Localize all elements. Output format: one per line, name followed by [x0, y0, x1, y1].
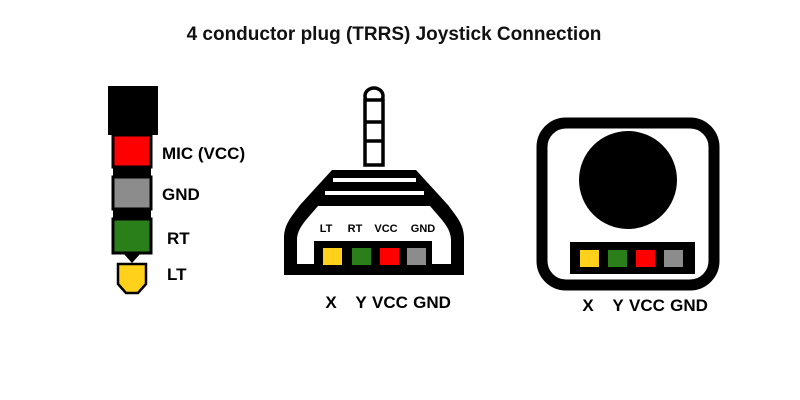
jack-pin-gnd [407, 248, 426, 265]
jack-label-lt: LT [320, 223, 333, 235]
joystick-pin-x [580, 250, 599, 267]
plug-tip-lt [116, 262, 148, 295]
joystick-bottom-label-gnd: GND [670, 296, 708, 315]
joystick-bottom-label-y: Y [612, 296, 624, 315]
plug-label-rt: RT [167, 229, 190, 248]
jack-bottom-label-gnd: GND [413, 293, 451, 312]
joystick-pin-gnd [664, 250, 683, 267]
trrs-jack [284, 86, 464, 275]
jack-bottom-label-x: X [325, 293, 337, 312]
joystick-pin-y [608, 250, 627, 267]
joystick-module [536, 117, 720, 291]
plug-band-mic [111, 133, 153, 169]
trrs-plug [108, 86, 158, 295]
jack-label-vcc: VCC [374, 223, 397, 235]
plug-label-mic: MIC (VCC) [162, 144, 245, 163]
jack-label-gnd: GND [411, 223, 436, 235]
jack-bottom-label-vcc: VCC [372, 293, 408, 312]
jack-pin-vcc [380, 248, 399, 265]
plug-sleeve-handle [108, 86, 158, 135]
plug-label-gnd: GND [162, 185, 200, 204]
joystick-pin-vcc [636, 250, 655, 267]
plug-band-rt [111, 217, 153, 255]
joystick-bottom-label-x: X [582, 296, 594, 315]
plug-band-gnd [111, 175, 153, 211]
jack-pin-body [363, 98, 385, 167]
jack-bottom-label-y: Y [355, 293, 367, 312]
joystick-knob [579, 131, 677, 229]
diagram-title: 4 conductor plug (TRRS) Joystick Connect… [187, 24, 602, 45]
joystick-bottom-label-vcc: VCC [629, 296, 665, 315]
jack-pin-lt [323, 248, 342, 265]
plug-label-lt: LT [167, 265, 187, 284]
jack-pin-rt [352, 248, 371, 265]
jack-label-rt: RT [348, 223, 363, 235]
plug-neck [123, 253, 141, 263]
